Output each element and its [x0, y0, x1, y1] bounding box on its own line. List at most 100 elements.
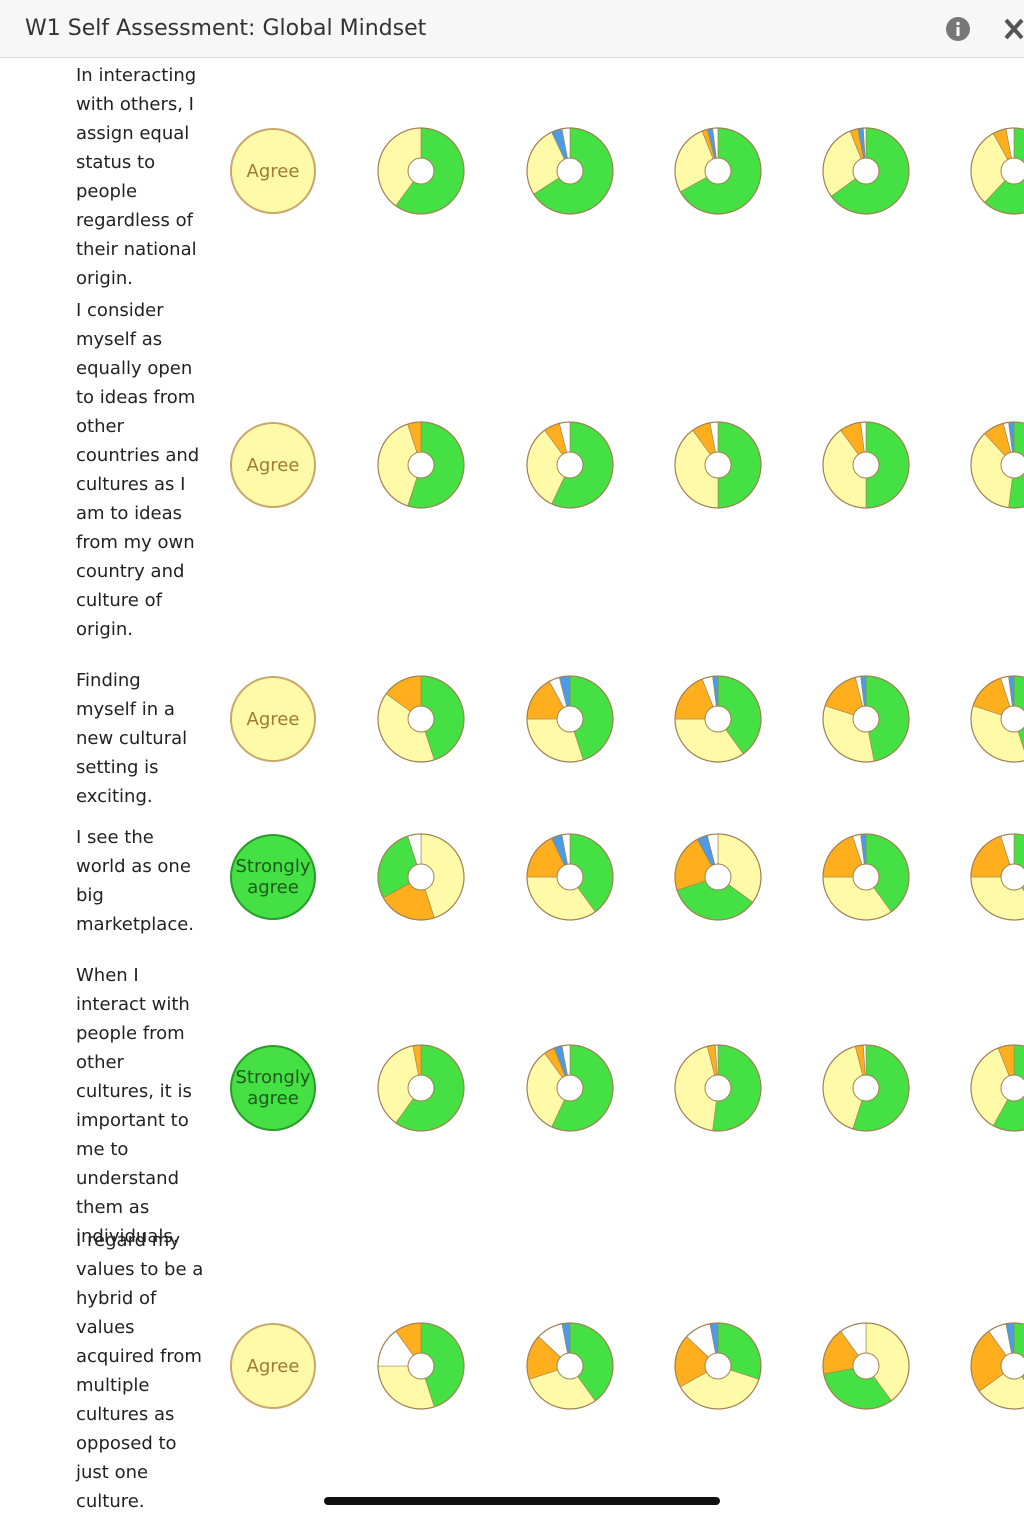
donut-hole [704, 1352, 732, 1380]
donut-border [526, 675, 614, 763]
donut-hole [852, 1352, 880, 1380]
response-badge: Agree [230, 422, 316, 508]
donut-border [377, 421, 465, 509]
donut-border [377, 1044, 465, 1132]
donut-border [674, 833, 762, 921]
donut-border [970, 1044, 1024, 1132]
donut-hole [704, 863, 732, 891]
donut-hole [704, 1074, 732, 1102]
donut-hole [704, 451, 732, 479]
donut-chart [822, 833, 910, 921]
donut-border [526, 127, 614, 215]
donut-hole [407, 451, 435, 479]
question: I consider myself as equally open to ide… [76, 300, 200, 640]
donut-border [377, 127, 465, 215]
donut-border [674, 127, 762, 215]
donut-hole [556, 705, 584, 733]
donut-border [526, 1322, 614, 1410]
donut-border [674, 675, 762, 763]
donut-border [970, 127, 1024, 215]
donut-hole [556, 157, 584, 185]
donut-hole [852, 863, 880, 891]
donut-hole [704, 705, 732, 733]
donut-border [377, 1322, 465, 1410]
info-button[interactable] [945, 16, 971, 42]
donut-border [970, 833, 1024, 921]
donut-chart [526, 833, 614, 921]
donut-chart [822, 1322, 910, 1410]
title: W1 Self Assessment: Global Mindset [25, 16, 427, 41]
donut-chart [526, 1322, 614, 1410]
donut-chart [377, 421, 465, 509]
response-badge: Agree [230, 676, 316, 762]
donut-chart [970, 421, 1024, 509]
donut-border [377, 675, 465, 763]
donut-chart [526, 421, 614, 509]
donut-hole [704, 157, 732, 185]
question: Finding myself in a new cultural setting… [76, 670, 188, 807]
donut-border [526, 833, 614, 921]
donut-border [674, 421, 762, 509]
donut-chart [674, 833, 762, 921]
donut-hole [852, 451, 880, 479]
question: I regard my values to be a hybrid of val… [76, 1230, 204, 1512]
donut-border [822, 833, 910, 921]
donut-hole [556, 863, 584, 891]
donut-hole [556, 1074, 584, 1102]
donut-border [970, 675, 1024, 763]
donut-border [970, 421, 1024, 509]
donut-hole [407, 863, 435, 891]
donut-hole [407, 1352, 435, 1380]
home-indicator [324, 1497, 720, 1505]
donut-border [674, 1322, 762, 1410]
donut-border [822, 675, 910, 763]
donut-chart [526, 675, 614, 763]
donut-border [822, 1044, 910, 1132]
donut-hole [407, 157, 435, 185]
donut-hole [407, 705, 435, 733]
close-button[interactable] [1004, 18, 1024, 40]
donut-hole [1000, 157, 1024, 185]
donut-hole [556, 451, 584, 479]
donut-chart [377, 833, 465, 921]
donut-hole [1000, 705, 1024, 733]
donut-hole [1000, 863, 1024, 891]
response-badge: Strongly agree [230, 1045, 316, 1131]
donut-chart [526, 1044, 614, 1132]
donut-border [822, 1322, 910, 1410]
donut-hole [852, 1074, 880, 1102]
donut-chart [377, 675, 465, 763]
donut-chart [674, 1044, 762, 1132]
donut-hole [852, 157, 880, 185]
donut-hole [1000, 1074, 1024, 1102]
donut-chart [970, 675, 1024, 763]
donut-hole [852, 705, 880, 733]
donut-chart [377, 1044, 465, 1132]
donut-chart [822, 1044, 910, 1132]
response-badge: Agree [230, 1323, 316, 1409]
donut-chart [377, 1322, 465, 1410]
donut-chart [822, 675, 910, 763]
donut-chart [674, 421, 762, 509]
donut-chart [377, 127, 465, 215]
donut-border [822, 421, 910, 509]
donut-hole [407, 1074, 435, 1102]
donut-border [822, 127, 910, 215]
donut-chart [970, 833, 1024, 921]
donut-hole [1000, 1352, 1024, 1380]
response-badge: Agree [230, 128, 316, 214]
donut-chart [822, 421, 910, 509]
donut-border [674, 1044, 762, 1132]
donut-hole [556, 1352, 584, 1380]
donut-hole [1000, 451, 1024, 479]
donut-chart [970, 1322, 1024, 1410]
donut-chart [674, 675, 762, 763]
donut-border [377, 833, 465, 921]
donut-chart [970, 127, 1024, 215]
question: When I interact with people from other c… [76, 965, 192, 1247]
donut-border [526, 1044, 614, 1132]
question: In interacting with others, I assign equ… [76, 65, 197, 289]
response-badge: Strongly agree [230, 834, 316, 920]
question: I see the world as one big marketplace. [76, 827, 195, 935]
